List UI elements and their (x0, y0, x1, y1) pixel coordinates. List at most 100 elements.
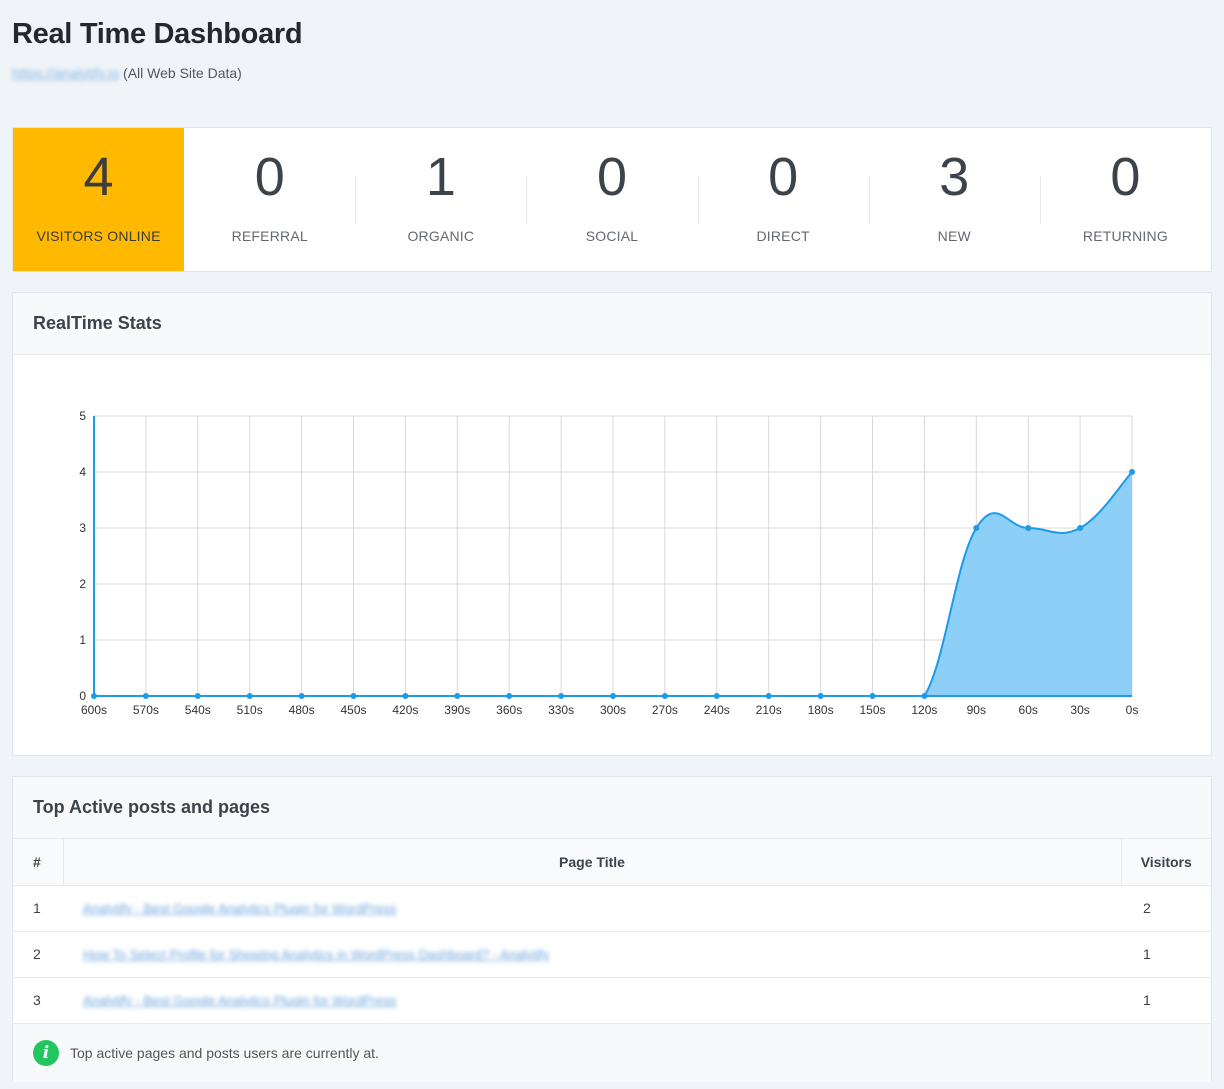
stat-value: 0 (596, 147, 628, 207)
data-point (402, 693, 409, 699)
row-visitors: 1 (1121, 931, 1211, 978)
x-tick-label: 0s (1126, 703, 1139, 717)
data-point (1129, 469, 1135, 475)
x-tick-label: 450s (340, 703, 366, 717)
page-link[interactable]: How To Select Profile for Showing Analyt… (83, 947, 550, 962)
stat-referral: 0 REFERRAL (184, 128, 355, 271)
data-point (558, 693, 565, 699)
site-note: (All Web Site Data) (123, 65, 242, 81)
row-visitors: 2 (1121, 885, 1211, 932)
stat-direct: 0 DIRECT (697, 128, 869, 271)
data-point (246, 693, 253, 699)
y-tick-label: 1 (79, 633, 86, 647)
y-tick-label: 5 (79, 409, 86, 423)
stat-value: 1 (425, 147, 456, 207)
x-tick-label: 210s (756, 703, 782, 717)
x-tick-label: 510s (237, 703, 263, 717)
x-tick-label: 60s (1019, 703, 1038, 717)
row-num: 1 (13, 885, 63, 932)
stat-organic: 1 ORGANIC (355, 128, 526, 271)
page-subtitle: https://analytify.io (All Web Site Data) (12, 65, 302, 81)
realtime-stats-panel: RealTime Stats 600s 570s 540s 510s 480s 450s 4… (12, 292, 1212, 756)
x-tick-label: 180s (808, 703, 834, 717)
x-tick-label: 240s (704, 703, 730, 717)
x-tick-label: 150s (859, 703, 885, 717)
page-link[interactable]: Analytify - Best Google Analytics Plugin… (83, 901, 397, 916)
data-point (1077, 525, 1084, 531)
x-tick-labels: 600s 570s 540s 510s 480s 450s 420s 390s 360s 330s… (81, 703, 1138, 717)
row-title-cell: Analytify - Best Google Analytics Plugin… (63, 885, 1121, 932)
data-point (661, 693, 668, 699)
data-point (713, 693, 720, 699)
data-point (142, 693, 149, 699)
y-tick-label: 3 (79, 521, 86, 535)
stat-value: 3 (939, 147, 970, 207)
table-row: 1 Analytify - Best Google Analytics Plug… (13, 885, 1211, 932)
data-point (973, 525, 980, 531)
site-url-link[interactable]: https://analytify.io (12, 65, 120, 81)
page-header: Real Time Dashboard https://analytify.io… (12, 18, 303, 81)
page-link[interactable]: Analytify - Best Google Analytics Plugin… (83, 993, 397, 1008)
x-tick-label: 600s (81, 703, 107, 717)
chart-points (91, 469, 1135, 699)
row-num: 3 (13, 977, 63, 1024)
data-point (1025, 525, 1032, 531)
x-tick-label: 360s (496, 703, 522, 717)
row-title-cell: How To Select Profile for Showing Analyt… (63, 931, 1121, 978)
data-point (454, 693, 461, 699)
stat-label: REFERRAL (231, 228, 308, 244)
x-tick-label: 330s (548, 703, 574, 717)
y-tick-label: 2 (79, 577, 86, 591)
table-row: 2 How To Select Profile for Showing Anal… (13, 931, 1211, 978)
x-tick-label: 420s (392, 703, 418, 717)
top-pages-table: # Page Title Visitors 1 Analytify - Best… (13, 839, 1211, 1024)
y-tick-label: 4 (79, 465, 86, 479)
data-point (921, 693, 928, 699)
row-num: 2 (13, 931, 63, 978)
stat-label: SOCIAL (585, 228, 639, 244)
column-header-title: Page Title (63, 839, 1121, 886)
chart-area (94, 472, 1132, 696)
stat-label: RETURNING (1082, 228, 1168, 244)
panel-title: RealTime Stats (13, 293, 1211, 355)
stats-bar: 4 VISITORS ONLINE 0 REFERRAL 1 ORGANIC 0… (12, 127, 1212, 272)
row-title-cell: Analytify - Best Google Analytics Plugin… (63, 977, 1121, 1024)
stat-visitors-online: 4 VISITORS ONLINE (13, 128, 185, 271)
x-tick-label: 390s (444, 703, 470, 717)
stat-returning: 0 RETURNING (1039, 128, 1211, 271)
stat-social: 0 SOCIAL (526, 128, 697, 271)
realtime-chart: 600s 570s 540s 510s 480s 450s 420s 390s 360s 330s… (79, 409, 1138, 717)
x-tick-label: 30s (1070, 703, 1089, 717)
column-header-num: # (13, 839, 64, 886)
x-tick-label: 270s (652, 703, 678, 717)
data-point (350, 693, 357, 699)
stat-label: VISITORS ONLINE (36, 228, 161, 244)
page-title: Real Time Dashboard (12, 18, 303, 50)
data-point (765, 693, 772, 699)
data-point (298, 693, 305, 699)
y-tick-label: 0 (79, 689, 86, 703)
table-header-row: # Page Title Visitors (13, 839, 1211, 886)
stat-label: DIRECT (756, 228, 810, 244)
y-tick-labels: 0 1 2 3 4 5 (79, 409, 86, 703)
stat-value: 0 (1110, 147, 1141, 207)
data-point (610, 693, 616, 699)
data-point (194, 693, 201, 699)
stat-value: 0 (768, 147, 799, 207)
data-point (817, 693, 824, 699)
stat-value: 0 (254, 147, 285, 207)
panel-title: Top Active posts and pages (13, 777, 1211, 839)
stat-value: 4 (83, 147, 114, 207)
stat-label: ORGANIC (407, 228, 475, 244)
x-tick-label: 540s (185, 703, 211, 717)
footer-note-text: Top active pages and posts users are cur… (70, 1044, 379, 1061)
info-icon: i (33, 1039, 59, 1066)
data-point (506, 693, 513, 699)
stat-label: NEW (937, 228, 971, 244)
table-row: 3 Analytify - Best Google Analytics Plug… (13, 977, 1211, 1024)
x-tick-label: 90s (967, 703, 986, 717)
column-header-visitors: Visitors (1120, 839, 1211, 886)
stat-new: 3 NEW (868, 128, 1040, 271)
data-point (91, 693, 97, 699)
x-tick-label: 480s (289, 703, 315, 717)
